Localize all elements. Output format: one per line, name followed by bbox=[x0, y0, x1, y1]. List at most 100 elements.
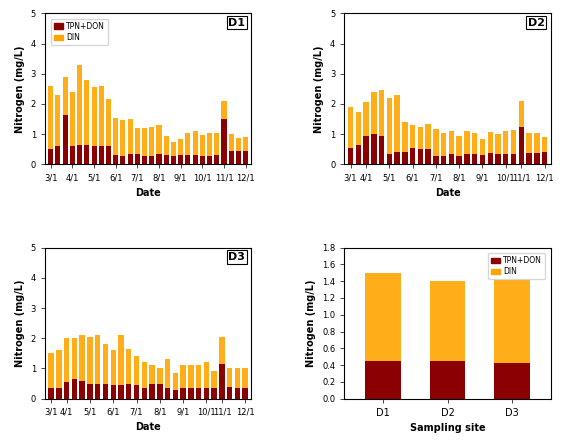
Bar bbox=[165, 388, 170, 399]
Bar bbox=[70, 146, 75, 164]
Bar bbox=[371, 92, 377, 134]
Bar bbox=[126, 349, 132, 384]
Bar bbox=[495, 134, 501, 154]
Bar bbox=[365, 273, 401, 361]
Bar bbox=[64, 338, 70, 382]
Bar bbox=[79, 335, 85, 381]
Bar bbox=[72, 379, 77, 399]
Bar bbox=[171, 142, 176, 156]
Bar bbox=[519, 101, 524, 127]
Bar bbox=[48, 86, 53, 149]
Bar bbox=[84, 145, 89, 164]
Bar bbox=[219, 364, 225, 399]
Bar bbox=[188, 365, 193, 388]
Bar bbox=[48, 388, 54, 399]
Bar bbox=[503, 154, 509, 164]
Bar bbox=[430, 281, 465, 361]
Legend: TPN+DON, DIN: TPN+DON, DIN bbox=[488, 253, 545, 279]
Bar bbox=[472, 133, 477, 154]
Bar bbox=[142, 128, 147, 156]
Bar bbox=[87, 337, 93, 384]
Bar bbox=[203, 388, 209, 399]
Bar bbox=[64, 382, 70, 399]
Bar bbox=[236, 138, 241, 152]
Bar bbox=[229, 151, 234, 164]
Bar bbox=[113, 155, 118, 164]
Bar bbox=[72, 338, 77, 379]
Bar bbox=[480, 155, 485, 164]
Bar bbox=[62, 115, 67, 164]
Bar bbox=[207, 156, 212, 164]
Bar bbox=[227, 368, 233, 387]
Bar bbox=[511, 130, 516, 154]
Bar bbox=[402, 152, 407, 164]
Bar bbox=[480, 139, 485, 155]
Bar bbox=[135, 128, 140, 154]
X-axis label: Date: Date bbox=[135, 422, 161, 432]
Bar bbox=[229, 134, 234, 151]
Bar bbox=[242, 369, 248, 388]
Bar bbox=[135, 154, 140, 164]
Bar bbox=[185, 133, 191, 155]
Bar bbox=[62, 77, 67, 115]
Bar bbox=[142, 156, 147, 164]
Bar bbox=[379, 136, 384, 164]
Bar bbox=[196, 388, 201, 399]
Bar bbox=[395, 95, 400, 152]
Bar bbox=[395, 152, 400, 164]
Bar bbox=[92, 146, 97, 164]
Bar bbox=[173, 373, 178, 390]
Bar bbox=[180, 388, 186, 399]
Bar bbox=[103, 344, 108, 384]
Bar bbox=[526, 153, 532, 164]
Bar bbox=[243, 137, 248, 151]
Bar bbox=[99, 146, 104, 164]
Bar bbox=[99, 86, 104, 146]
Bar bbox=[519, 127, 524, 164]
Bar bbox=[534, 133, 540, 153]
Bar bbox=[464, 131, 470, 154]
Bar bbox=[534, 153, 540, 164]
Bar bbox=[448, 154, 454, 164]
Y-axis label: Nitrogen (mg/L): Nitrogen (mg/L) bbox=[15, 45, 25, 132]
Bar bbox=[363, 136, 369, 164]
Bar bbox=[356, 112, 361, 145]
Bar bbox=[207, 133, 212, 156]
Bar bbox=[348, 148, 353, 164]
Bar bbox=[227, 387, 233, 399]
Bar bbox=[149, 365, 155, 384]
Bar bbox=[503, 131, 509, 154]
Bar bbox=[178, 139, 183, 155]
Bar bbox=[56, 146, 61, 164]
Bar bbox=[111, 350, 116, 385]
Y-axis label: Nitrogen (mg/L): Nitrogen (mg/L) bbox=[15, 280, 25, 367]
Bar bbox=[236, 152, 241, 164]
Bar bbox=[356, 145, 361, 164]
Bar bbox=[511, 154, 516, 164]
Bar bbox=[410, 125, 415, 148]
Bar bbox=[441, 156, 446, 164]
Bar bbox=[379, 90, 384, 136]
Bar bbox=[214, 155, 219, 164]
Text: D2: D2 bbox=[528, 18, 545, 28]
Bar bbox=[113, 117, 118, 155]
Bar bbox=[200, 156, 205, 164]
Text: D1: D1 bbox=[228, 18, 245, 28]
Bar bbox=[149, 127, 155, 156]
Bar bbox=[219, 337, 225, 364]
Bar bbox=[425, 124, 431, 149]
Bar bbox=[211, 372, 217, 388]
X-axis label: Date: Date bbox=[434, 188, 460, 198]
Bar bbox=[188, 388, 193, 399]
Bar bbox=[149, 156, 155, 164]
Bar bbox=[235, 388, 240, 399]
Bar bbox=[142, 388, 147, 399]
Bar bbox=[193, 131, 198, 155]
Bar bbox=[70, 92, 75, 146]
Bar bbox=[472, 154, 477, 164]
Bar bbox=[87, 384, 93, 399]
Bar bbox=[95, 335, 101, 384]
Bar bbox=[387, 98, 392, 154]
Bar bbox=[171, 156, 176, 164]
Bar bbox=[487, 132, 493, 153]
